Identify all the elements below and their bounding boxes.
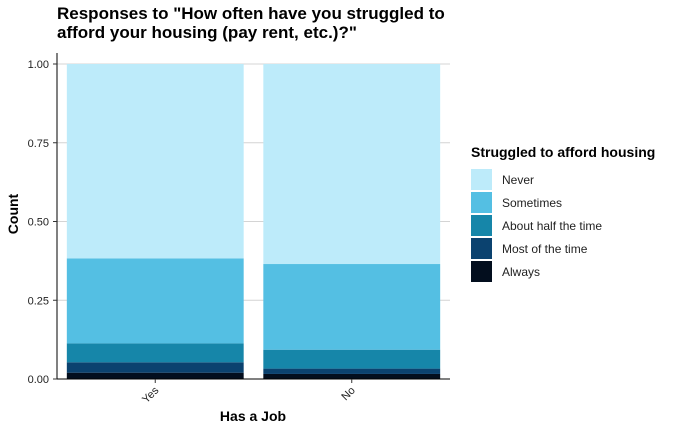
legend-swatch bbox=[471, 169, 492, 190]
legend-item: Always bbox=[471, 260, 655, 283]
legend-title: Struggled to afford housing bbox=[471, 144, 656, 160]
axes bbox=[56, 53, 450, 380]
legend-items: Never Sometimes About half the time Most of… bbox=[471, 168, 655, 283]
y-tick-label: 0.25 bbox=[28, 295, 49, 307]
x-axis-title: Has a Job bbox=[220, 408, 286, 424]
bar-segment-yes-never bbox=[66, 64, 244, 259]
legend-label: Always bbox=[502, 264, 541, 279]
legend-item: About half the time bbox=[471, 214, 655, 237]
tick-labels: 0.00 0.25 0.50 0.75 1.00 Yes No bbox=[28, 59, 358, 406]
x-tick-label: No bbox=[339, 385, 357, 403]
chart-title: Responses to "How often have you struggl… bbox=[57, 4, 445, 42]
legend-label: About half the time bbox=[502, 218, 603, 233]
bar-segment-no-sometimes bbox=[263, 264, 441, 350]
bars bbox=[66, 64, 441, 379]
y-tick-label: 0.75 bbox=[28, 138, 49, 150]
bar-segment-no-about-half-the-time bbox=[263, 349, 441, 369]
y-tick-label: 0.00 bbox=[28, 374, 49, 386]
bar-segment-no-never bbox=[263, 64, 441, 265]
stacked-bar-chart: 0.00 0.25 0.50 0.75 1.00 Yes No Has a Job Coun… bbox=[5, 53, 450, 424]
y-axis-title: Count bbox=[5, 193, 21, 234]
bar-segment-yes-always bbox=[66, 372, 244, 379]
legend-swatch bbox=[471, 215, 492, 236]
legend-item: Never bbox=[471, 168, 655, 191]
legend-label: Never bbox=[502, 172, 535, 187]
legend-swatch bbox=[471, 238, 492, 259]
legend-swatch bbox=[471, 261, 492, 282]
bar-segment-no-most-of-the-time bbox=[263, 368, 441, 374]
x-tick-label: Yes bbox=[140, 384, 162, 406]
legend-label: Most of the time bbox=[502, 241, 588, 256]
y-tick-label: 0.50 bbox=[28, 217, 49, 229]
bar-segment-no-always bbox=[263, 373, 441, 379]
legend-swatch bbox=[471, 192, 492, 213]
y-tick-label: 1.00 bbox=[28, 59, 49, 71]
legend: Struggled to afford housing Never Sometim… bbox=[471, 144, 655, 283]
legend-item: Sometimes bbox=[471, 191, 655, 214]
bar-segment-yes-most-of-the-time bbox=[66, 362, 244, 373]
bar-segment-yes-about-half-the-time bbox=[66, 343, 244, 363]
legend-item: Most of the time bbox=[471, 237, 655, 260]
bar-segment-yes-sometimes bbox=[66, 258, 244, 344]
legend-label: Sometimes bbox=[502, 195, 563, 210]
